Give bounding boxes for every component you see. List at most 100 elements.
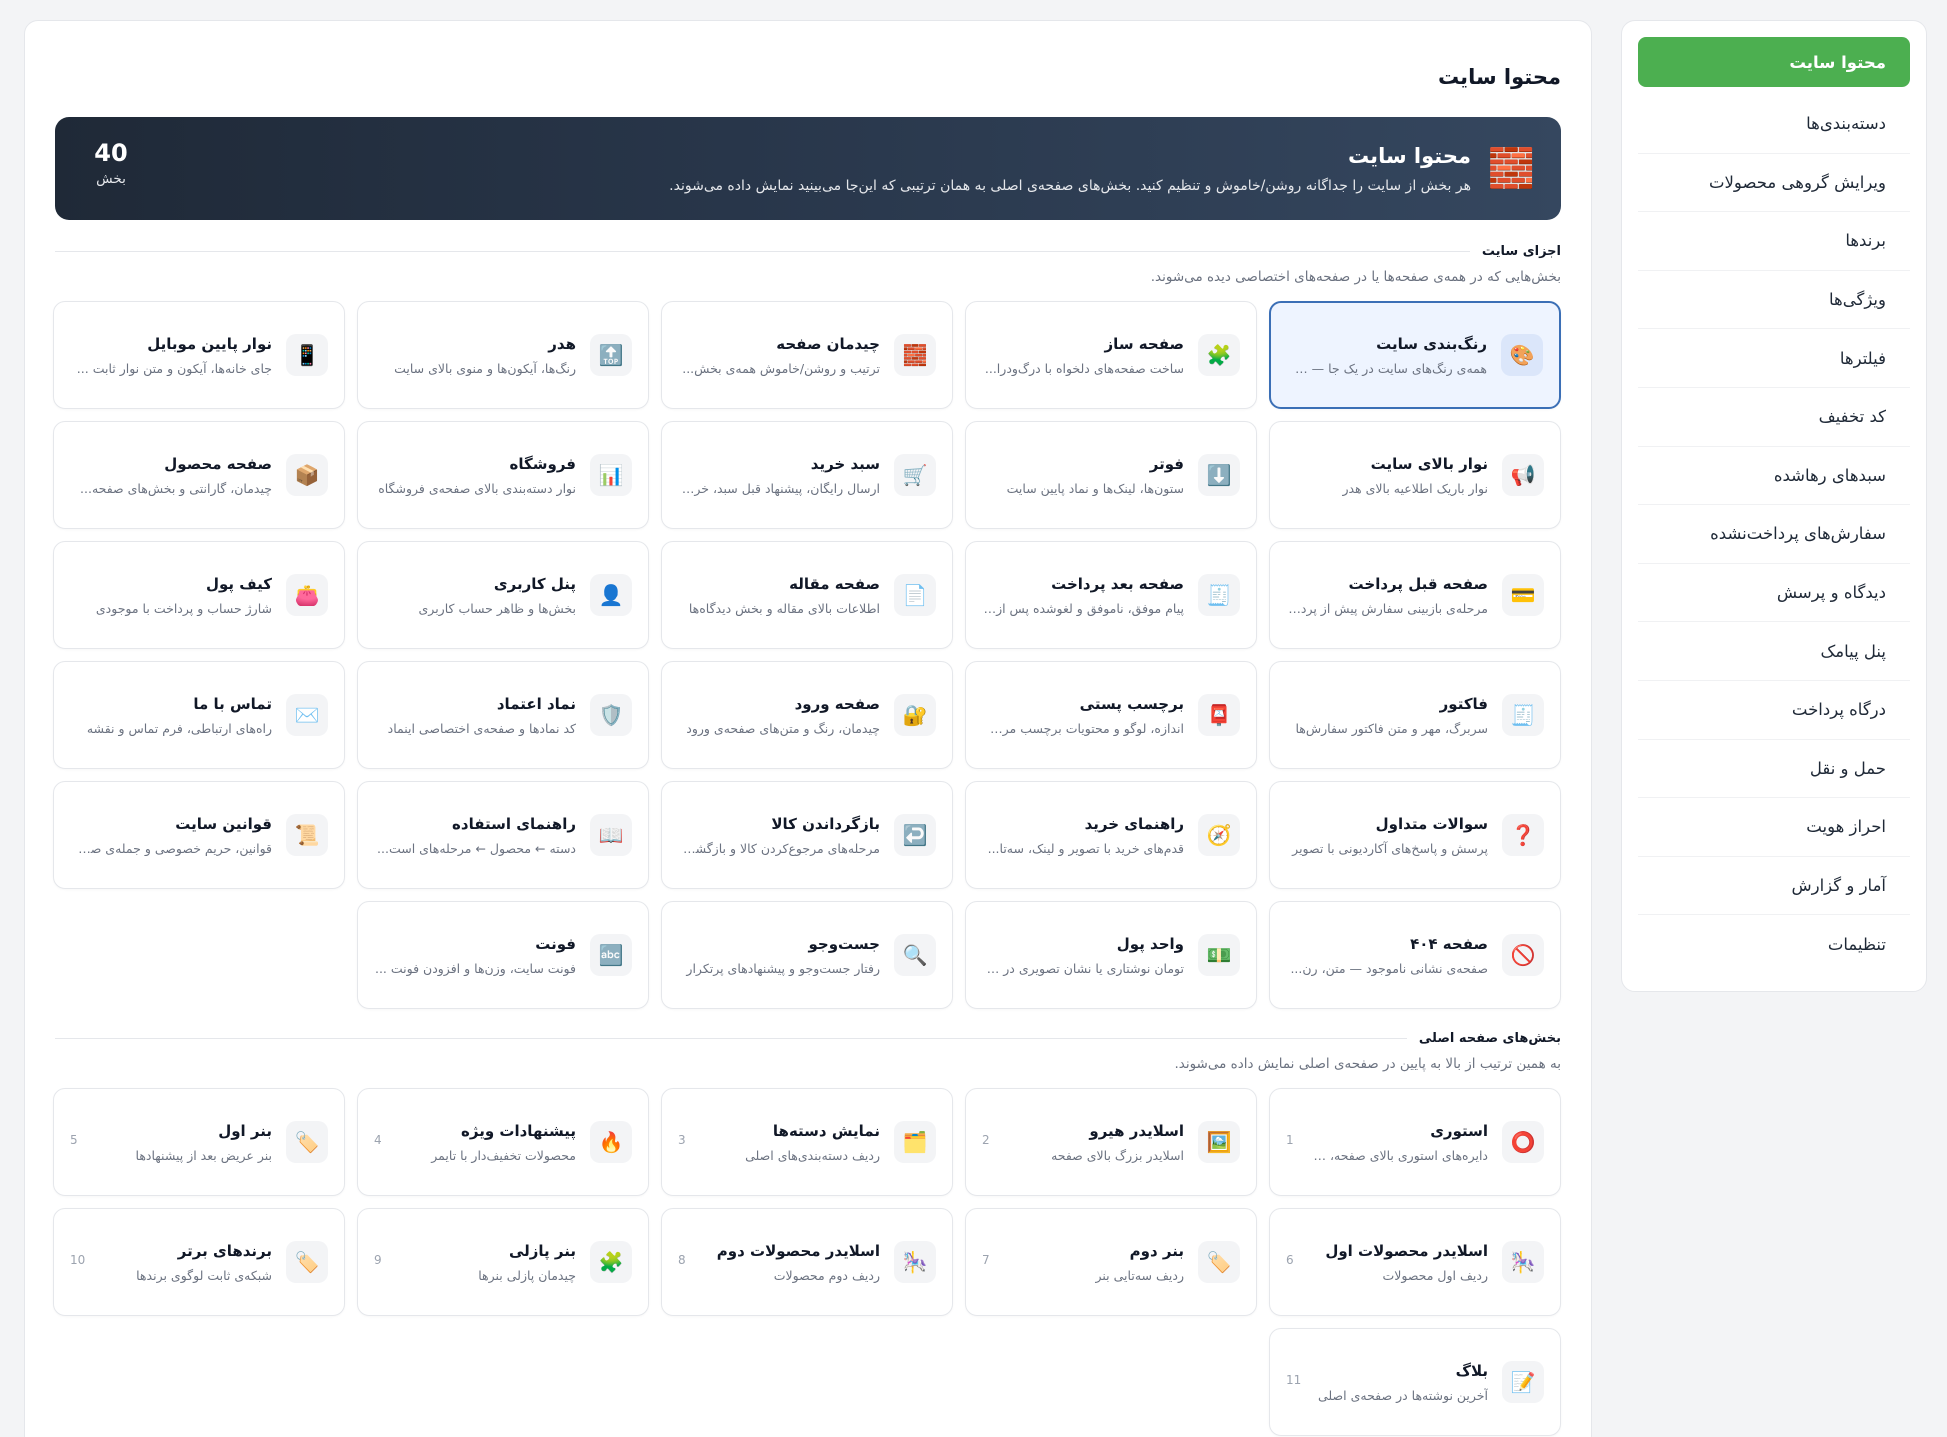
- card-title: چیدمان صفحه: [776, 334, 880, 353]
- home-section-card[interactable]: 🏷️ برندهای برتر شبکه‌ی ثابت لوگوی برندها 10: [53, 1208, 345, 1316]
- site-part-card[interactable]: 🧾 فاکتور سربرگ، مهر و متن فاکتور سفارش‌ها: [1269, 661, 1561, 769]
- sidebar-item[interactable]: برندها: [1638, 212, 1910, 271]
- site-part-card[interactable]: 🎨 رنگ‌بندی سایت همه‌ی رنگ‌های سایت در یک ج…: [1269, 301, 1561, 409]
- site-part-card[interactable]: 🧾 صفحه بعد پرداخت پیام موفق، ناموفق و لغوش…: [965, 541, 1257, 649]
- site-part-card[interactable]: 🛒 سبد خرید ارسال رایگان، پیشنهاد قبل سبد، …: [661, 421, 953, 529]
- home-section-card[interactable]: 📝 بلاگ آخرین نوشته‌ها در صفحه‌ی اصلی 11: [1269, 1328, 1561, 1436]
- site-part-card[interactable]: 🔐 صفحه ورود چیدمان، رنگ و متن‌های صفحه‌ی و…: [661, 661, 953, 769]
- card-description: پیام موفق، ناموفق و لغوشده پس از ...: [982, 600, 1184, 616]
- site-part-card[interactable]: 📱 نوار پایین موبایل جای خانه‌ها، آیکون و م…: [53, 301, 345, 409]
- sidebar-item[interactable]: احراز هویت: [1638, 798, 1910, 857]
- site-part-card[interactable]: 👛 کیف پول شارژ حساب و پرداخت با موجودی: [53, 541, 345, 649]
- card-description: اسلایدر بزرگ بالای صفحه: [1051, 1147, 1184, 1163]
- card-icon: 💳: [1502, 574, 1544, 616]
- card-icon: ✉️: [286, 694, 328, 736]
- home-section-card[interactable]: 🎠 اسلایدر محصولات دوم ردیف دوم محصولات 8: [661, 1208, 953, 1316]
- site-part-card[interactable]: 📢 نوار بالای سایت نوار باریک اطلاعیه بالای…: [1269, 421, 1561, 529]
- card-description: ساخت صفحه‌های دلخواه با درگ‌ودرا...: [984, 360, 1184, 376]
- card-icon: ⭕: [1502, 1121, 1544, 1163]
- card-icon: 🔍: [894, 934, 936, 976]
- card-description: ردیف دوم محصولات: [773, 1267, 880, 1283]
- card-icon: 🔝: [590, 334, 632, 376]
- site-part-card[interactable]: 🧭 راهنمای خرید قدم‌های خرید با تصویر و لین…: [965, 781, 1257, 889]
- divider: [55, 1038, 1407, 1039]
- card-description: ترتیب و روشن/خاموش همه‌ی بخش...: [682, 360, 880, 376]
- home-section-card[interactable]: 🏷️ بنر دوم ردیف سه‌تایی بنر 7: [965, 1208, 1257, 1316]
- section-count: 40 بخش: [81, 139, 141, 187]
- sidebar-item[interactable]: ویژگی‌ها: [1638, 271, 1910, 330]
- main-panel: محتوا سایت 🧱 محتوا سایت هر بخش از سایت ر…: [24, 20, 1592, 1437]
- site-part-card[interactable]: 🔝 هدر رنگ‌ها، آیکون‌ها و منوی بالای سایت: [357, 301, 649, 409]
- card-description: رفتار جست‌وجو و پیشنهادهای پرتکرار: [686, 960, 880, 976]
- sidebar-item[interactable]: پنل پیامک: [1638, 622, 1910, 681]
- card-description: اندازه، لوگو و محتویات برچسب مرسوله: [982, 720, 1184, 736]
- home-section-card[interactable]: 🧩 بنر پازلی چیدمان پازلی بنرها 9: [357, 1208, 649, 1316]
- site-part-card[interactable]: 🧱 چیدمان صفحه ترتیب و روشن/خاموش همه‌ی بخش…: [661, 301, 953, 409]
- home-section-card[interactable]: ⭕ استوری دایره‌های استوری بالای صفحه، با..…: [1269, 1088, 1561, 1196]
- order-number: 9: [374, 1253, 382, 1267]
- home-section-card[interactable]: 🏷️ بنر اول بنر عریض بعد از پیشنهادها 5: [53, 1088, 345, 1196]
- home-section-card[interactable]: 🔥 پیشنهادات ویژه محصولات تخفیف‌دار با تایم…: [357, 1088, 649, 1196]
- sidebar-item[interactable]: حمل و نقل: [1638, 740, 1910, 799]
- card-icon: 🧾: [1198, 574, 1240, 616]
- sidebar-item[interactable]: ویرایش گروهی محصولات: [1638, 154, 1910, 213]
- card-title: سبد خرید: [810, 454, 880, 473]
- sidebar-item[interactable]: دسته‌بندی‌ها: [1638, 95, 1910, 154]
- sidebar-item[interactable]: سبدهای رهاشده: [1638, 447, 1910, 506]
- home-section-card[interactable]: 🖼️ اسلایدر هیرو اسلایدر بزرگ بالای صفحه 2: [965, 1088, 1257, 1196]
- site-part-card[interactable]: 📦 صفحه محصول چیدمان، گارانتی و بخش‌های صفح…: [53, 421, 345, 529]
- order-number: 4: [374, 1133, 382, 1147]
- card-icon: 💵: [1198, 934, 1240, 976]
- content-banner: 🧱 محتوا سایت هر بخش از سایت را جداگانه ر…: [55, 117, 1561, 220]
- card-title: صفحه محصول: [164, 454, 272, 473]
- card-icon: 🛡️: [590, 694, 632, 736]
- site-part-card[interactable]: 💳 صفحه قبل پرداخت مرحله‌ی بازبینی سفارش پی…: [1269, 541, 1561, 649]
- site-part-card[interactable]: 📄 صفحه مقاله اطلاعات بالای مقاله و بخش دید…: [661, 541, 953, 649]
- order-number: 3: [678, 1133, 686, 1147]
- home-section-card[interactable]: 🎠 اسلایدر محصولات اول ردیف اول محصولات 6: [1269, 1208, 1561, 1316]
- site-part-card[interactable]: 📜 قوانین سایت قوانین، حریم خصوصی و جمله‌ی …: [53, 781, 345, 889]
- site-part-card[interactable]: 📊 فروشگاه نوار دسته‌بندی بالای صفحه‌ی فروش…: [357, 421, 649, 529]
- card-title: واحد پول: [1116, 934, 1184, 953]
- site-part-card[interactable]: 👤 پنل کاربری بخش‌ها و ظاهر حساب کاربری: [357, 541, 649, 649]
- site-part-card[interactable]: 🚫 صفحه ۴۰۴ صفحه‌ی نشانی ناموجود — متن، رن.…: [1269, 901, 1561, 1009]
- card-description: دایره‌های استوری بالای صفحه، با...: [1312, 1147, 1488, 1163]
- site-part-card[interactable]: 🔍 جست‌وجو رفتار جست‌وجو و پیشنهادهای پرتکر…: [661, 901, 953, 1009]
- card-description: مرحله‌ی بازبینی سفارش پیش از پردا...: [1286, 600, 1488, 616]
- site-part-card[interactable]: 🧩 صفحه ساز ساخت صفحه‌های دلخواه با درگ‌ودر…: [965, 301, 1257, 409]
- card-title: صفحه قبل پرداخت: [1348, 574, 1488, 593]
- home-section-card[interactable]: 🗂️ نمایش دسته‌ها ردیف دسته‌بندی‌های اصلی 3: [661, 1088, 953, 1196]
- site-part-card[interactable]: ❓ سوالات متداول پرسش و پاسخ‌های آکاردیونی …: [1269, 781, 1561, 889]
- site-part-card[interactable]: 📮 برچسب پستی اندازه، لوگو و محتویات برچسب …: [965, 661, 1257, 769]
- site-part-card[interactable]: ⬇️ فوتر ستون‌ها، لینک‌ها و نماد پایین سایت: [965, 421, 1257, 529]
- card-description: همه‌ی رنگ‌های سایت در یک جا — پ...: [1287, 360, 1487, 376]
- card-description: رنگ‌ها، آیکون‌ها و منوی بالای سایت: [394, 360, 576, 376]
- sidebar-item[interactable]: آمار و گزارش: [1638, 857, 1910, 916]
- site-part-card[interactable]: 📖 راهنمای استفاده دسته ← محصول ← مرحله‌های…: [357, 781, 649, 889]
- card-description: چیدمان، گارانتی و بخش‌های صفحه...: [80, 480, 272, 496]
- card-title: برندهای برتر: [177, 1241, 272, 1260]
- order-number: 8: [678, 1253, 686, 1267]
- sidebar-item[interactable]: درگاه پرداخت: [1638, 681, 1910, 740]
- card-icon: 📝: [1502, 1361, 1544, 1403]
- sidebar-item[interactable]: دیدگاه و پرسش: [1638, 564, 1910, 623]
- card-icon: 🔥: [590, 1121, 632, 1163]
- card-description: سربرگ، مهر و متن فاکتور سفارش‌ها: [1295, 720, 1488, 736]
- card-description: تومان نوشتاری یا نشان تصویری در ک...: [982, 960, 1184, 976]
- card-icon: ❓: [1502, 814, 1544, 856]
- card-title: قوانین سایت: [175, 814, 272, 833]
- card-icon: 🛒: [894, 454, 936, 496]
- card-description: فونت سایت، وزن‌ها و افزودن فونت ...: [374, 960, 576, 976]
- sidebar-item[interactable]: فیلترها: [1638, 329, 1910, 388]
- sidebar-item[interactable]: سفارش‌های پرداخت‌نشده: [1638, 505, 1910, 564]
- site-part-card[interactable]: 🔤 فونت فونت سایت، وزن‌ها و افزودن فونت ...: [357, 901, 649, 1009]
- card-title: بلاگ: [1455, 1361, 1488, 1380]
- sidebar-item[interactable]: محتوا سایت: [1638, 37, 1910, 87]
- sidebar-item[interactable]: تنظیمات: [1827, 935, 1886, 955]
- site-part-card[interactable]: ↩️ بازگرداندن کالا مرحله‌های مرجوع‌کردن کا…: [661, 781, 953, 889]
- site-part-card[interactable]: 🛡️ نماد اعتماد کد نمادها و صفحه‌ی اختصاصی …: [357, 661, 649, 769]
- sidebar-item[interactable]: کد تخفیف: [1638, 388, 1910, 447]
- card-title: فروشگاه: [509, 454, 576, 473]
- site-part-card[interactable]: 💵 واحد پول تومان نوشتاری یا نشان تصویری در…: [965, 901, 1257, 1009]
- site-part-card[interactable]: ✉️ تماس با ما راه‌های ارتباطی، فرم تماس و …: [53, 661, 345, 769]
